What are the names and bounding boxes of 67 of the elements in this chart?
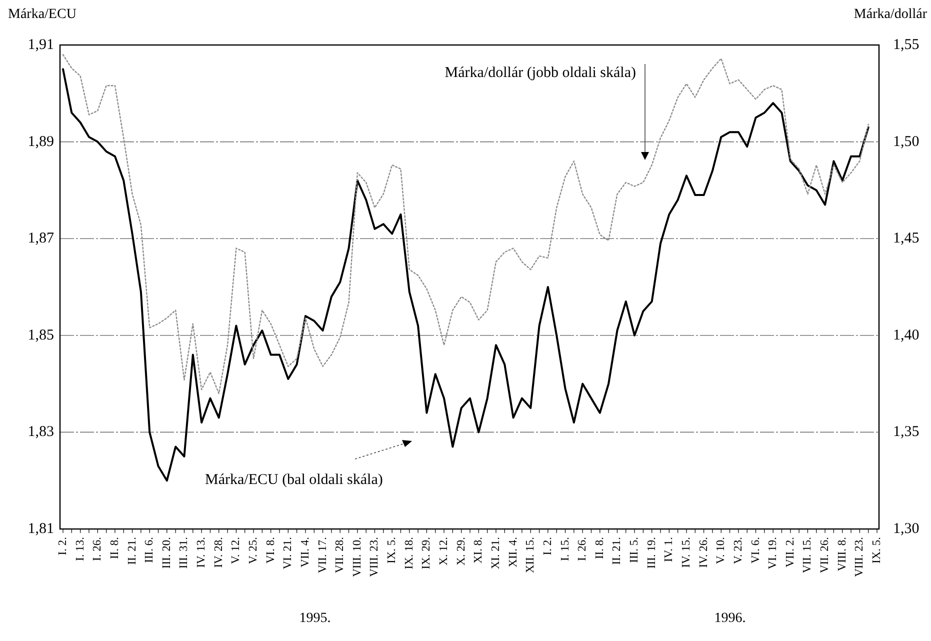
x-tick-label: IV. 15.	[680, 536, 692, 568]
annotation: Márka/ECU (bal oldali skála)	[205, 472, 383, 488]
y2-tick-label: 1,40	[893, 327, 920, 344]
y2-tick-label: 1,30	[893, 521, 920, 537]
x-tick-label: V. 23.	[732, 536, 744, 564]
x-tick-label: IV. 28.	[212, 536, 225, 568]
x-tick-label: XII. 15.	[524, 536, 537, 574]
x-tick-label: VII. 2.	[784, 536, 796, 568]
x-tick-label: VI. 19.	[767, 536, 780, 570]
x-tick-label: IV. 13.	[196, 536, 208, 568]
x-tick-label: III. 19.	[646, 536, 658, 569]
x-tick-label: XII. 4.	[507, 536, 520, 568]
y2-tick-label: 1,45	[893, 230, 920, 247]
x-tick-label: II. 8.	[594, 536, 606, 560]
x-tick-label: VII. 15.	[802, 536, 814, 574]
x-tick-label: X. 29.	[455, 536, 468, 566]
x-tick-label: VIII. 8.	[836, 536, 848, 572]
x-tick-label: V. 10.	[715, 536, 728, 564]
y-axis-title: Márka/ECU	[8, 7, 76, 22]
y2-axis-title: Márka/dollár	[854, 7, 928, 22]
x-tick-label: IX. 5.	[386, 536, 398, 564]
x-tick-label: XI. 21.	[490, 536, 502, 570]
x-tick-label: V. 25.	[248, 536, 260, 564]
x-tick-label: X. 12.	[438, 536, 450, 566]
y-tick-label: 1,89	[28, 134, 54, 150]
x-tick-label: IX. 29.	[420, 536, 433, 570]
x-tick-label: VIII. 23.	[854, 536, 866, 577]
x-tick-label: III. 5.	[628, 536, 641, 563]
x-tick-label: VII. 28.	[334, 536, 346, 574]
x-tick-label: I. 13.	[74, 536, 86, 561]
y2-tick-label: 1,55	[893, 37, 920, 53]
x-tick-label: VIII. 10.	[351, 536, 364, 577]
x-tick-label: VI. 6.	[750, 536, 762, 564]
x-tick-label: II. 21.	[611, 536, 624, 565]
x-tick-label: IV. 26.	[698, 536, 710, 568]
x-tick-label: I. 26.	[92, 536, 104, 561]
x-tick-label: I. 15.	[559, 536, 572, 561]
x-tick-label: III. 31.	[178, 536, 190, 569]
x-tick-label: VI. 21.	[282, 536, 294, 570]
x-tick-label: I. 26.	[576, 536, 589, 561]
line-series	[62, 54, 869, 394]
text: 1996.	[714, 611, 746, 626]
y-tick-label: 1,87	[28, 230, 54, 247]
x-tick-label: IX. 18.	[403, 536, 416, 570]
y2-tick-label: 1,35	[893, 424, 920, 440]
x-tick-label: III. 6.	[144, 536, 156, 563]
x-tick-label: VII. 17.	[316, 536, 329, 574]
x-tick-label: VIII. 23.	[368, 536, 381, 577]
y-tick-label: 1,83	[28, 424, 54, 440]
x-tick-label: VII. 4.	[299, 536, 312, 568]
x-tick-label: I. 2.	[57, 536, 69, 556]
annotation: Márka/dollár (jobb oldali skála)	[444, 65, 636, 81]
y-tick-label: 1,85	[28, 327, 54, 344]
x-tick-label: IV. 1.	[663, 536, 676, 562]
x-tick-label: II. 8.	[108, 536, 121, 560]
y-tick-label: 1,81	[28, 521, 54, 537]
x-tick-label: VI. 8.	[264, 536, 277, 564]
y2-tick-label: 1,50	[893, 134, 920, 150]
x-tick-label: VII. 26.	[819, 536, 832, 574]
y-tick-label: 1,91	[28, 37, 54, 53]
x-tick-label: I. 2.	[542, 536, 554, 556]
text: 1995.	[299, 611, 331, 626]
x-tick-label: V. 12.	[230, 536, 242, 564]
x-tick-label: III. 20.	[160, 536, 173, 569]
x-tick-label: XI. 8.	[472, 536, 485, 564]
x-tick-label: IX. 5.	[871, 536, 883, 564]
x-tick-label: II. 21.	[126, 536, 138, 565]
